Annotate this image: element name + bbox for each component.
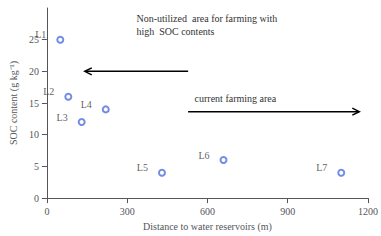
svg-text:L4: L4 [81,99,92,110]
svg-text:high SOC contents: high SOC contents [136,26,214,37]
svg-text:L6: L6 [198,150,209,161]
svg-text:900: 900 [280,206,295,217]
svg-text:0: 0 [34,193,39,204]
svg-text:L1: L1 [35,29,46,40]
svg-text:Non-utilized area for farming: Non-utilized area for farming with [136,13,277,24]
svg-text:Distance to water reservoirs (: Distance to water reservoirs (m) [143,221,272,233]
svg-text:L7: L7 [316,162,327,173]
svg-text:20: 20 [29,66,39,77]
svg-text:current farming area: current farming area [195,93,277,104]
svg-text:600: 600 [200,206,215,217]
svg-text:L3: L3 [57,112,68,123]
svg-text:1200: 1200 [358,206,378,217]
svg-text:25: 25 [28,34,39,46]
svg-text:5: 5 [34,161,39,172]
svg-text:SOC content (g kg⁻¹): SOC content (g kg⁻¹) [8,61,20,145]
svg-text:0: 0 [44,206,49,217]
svg-text:300: 300 [120,206,135,217]
svg-text:10: 10 [29,129,39,140]
svg-text:15: 15 [29,98,39,109]
svg-text:L2: L2 [43,86,54,97]
svg-text:L5: L5 [137,162,148,173]
